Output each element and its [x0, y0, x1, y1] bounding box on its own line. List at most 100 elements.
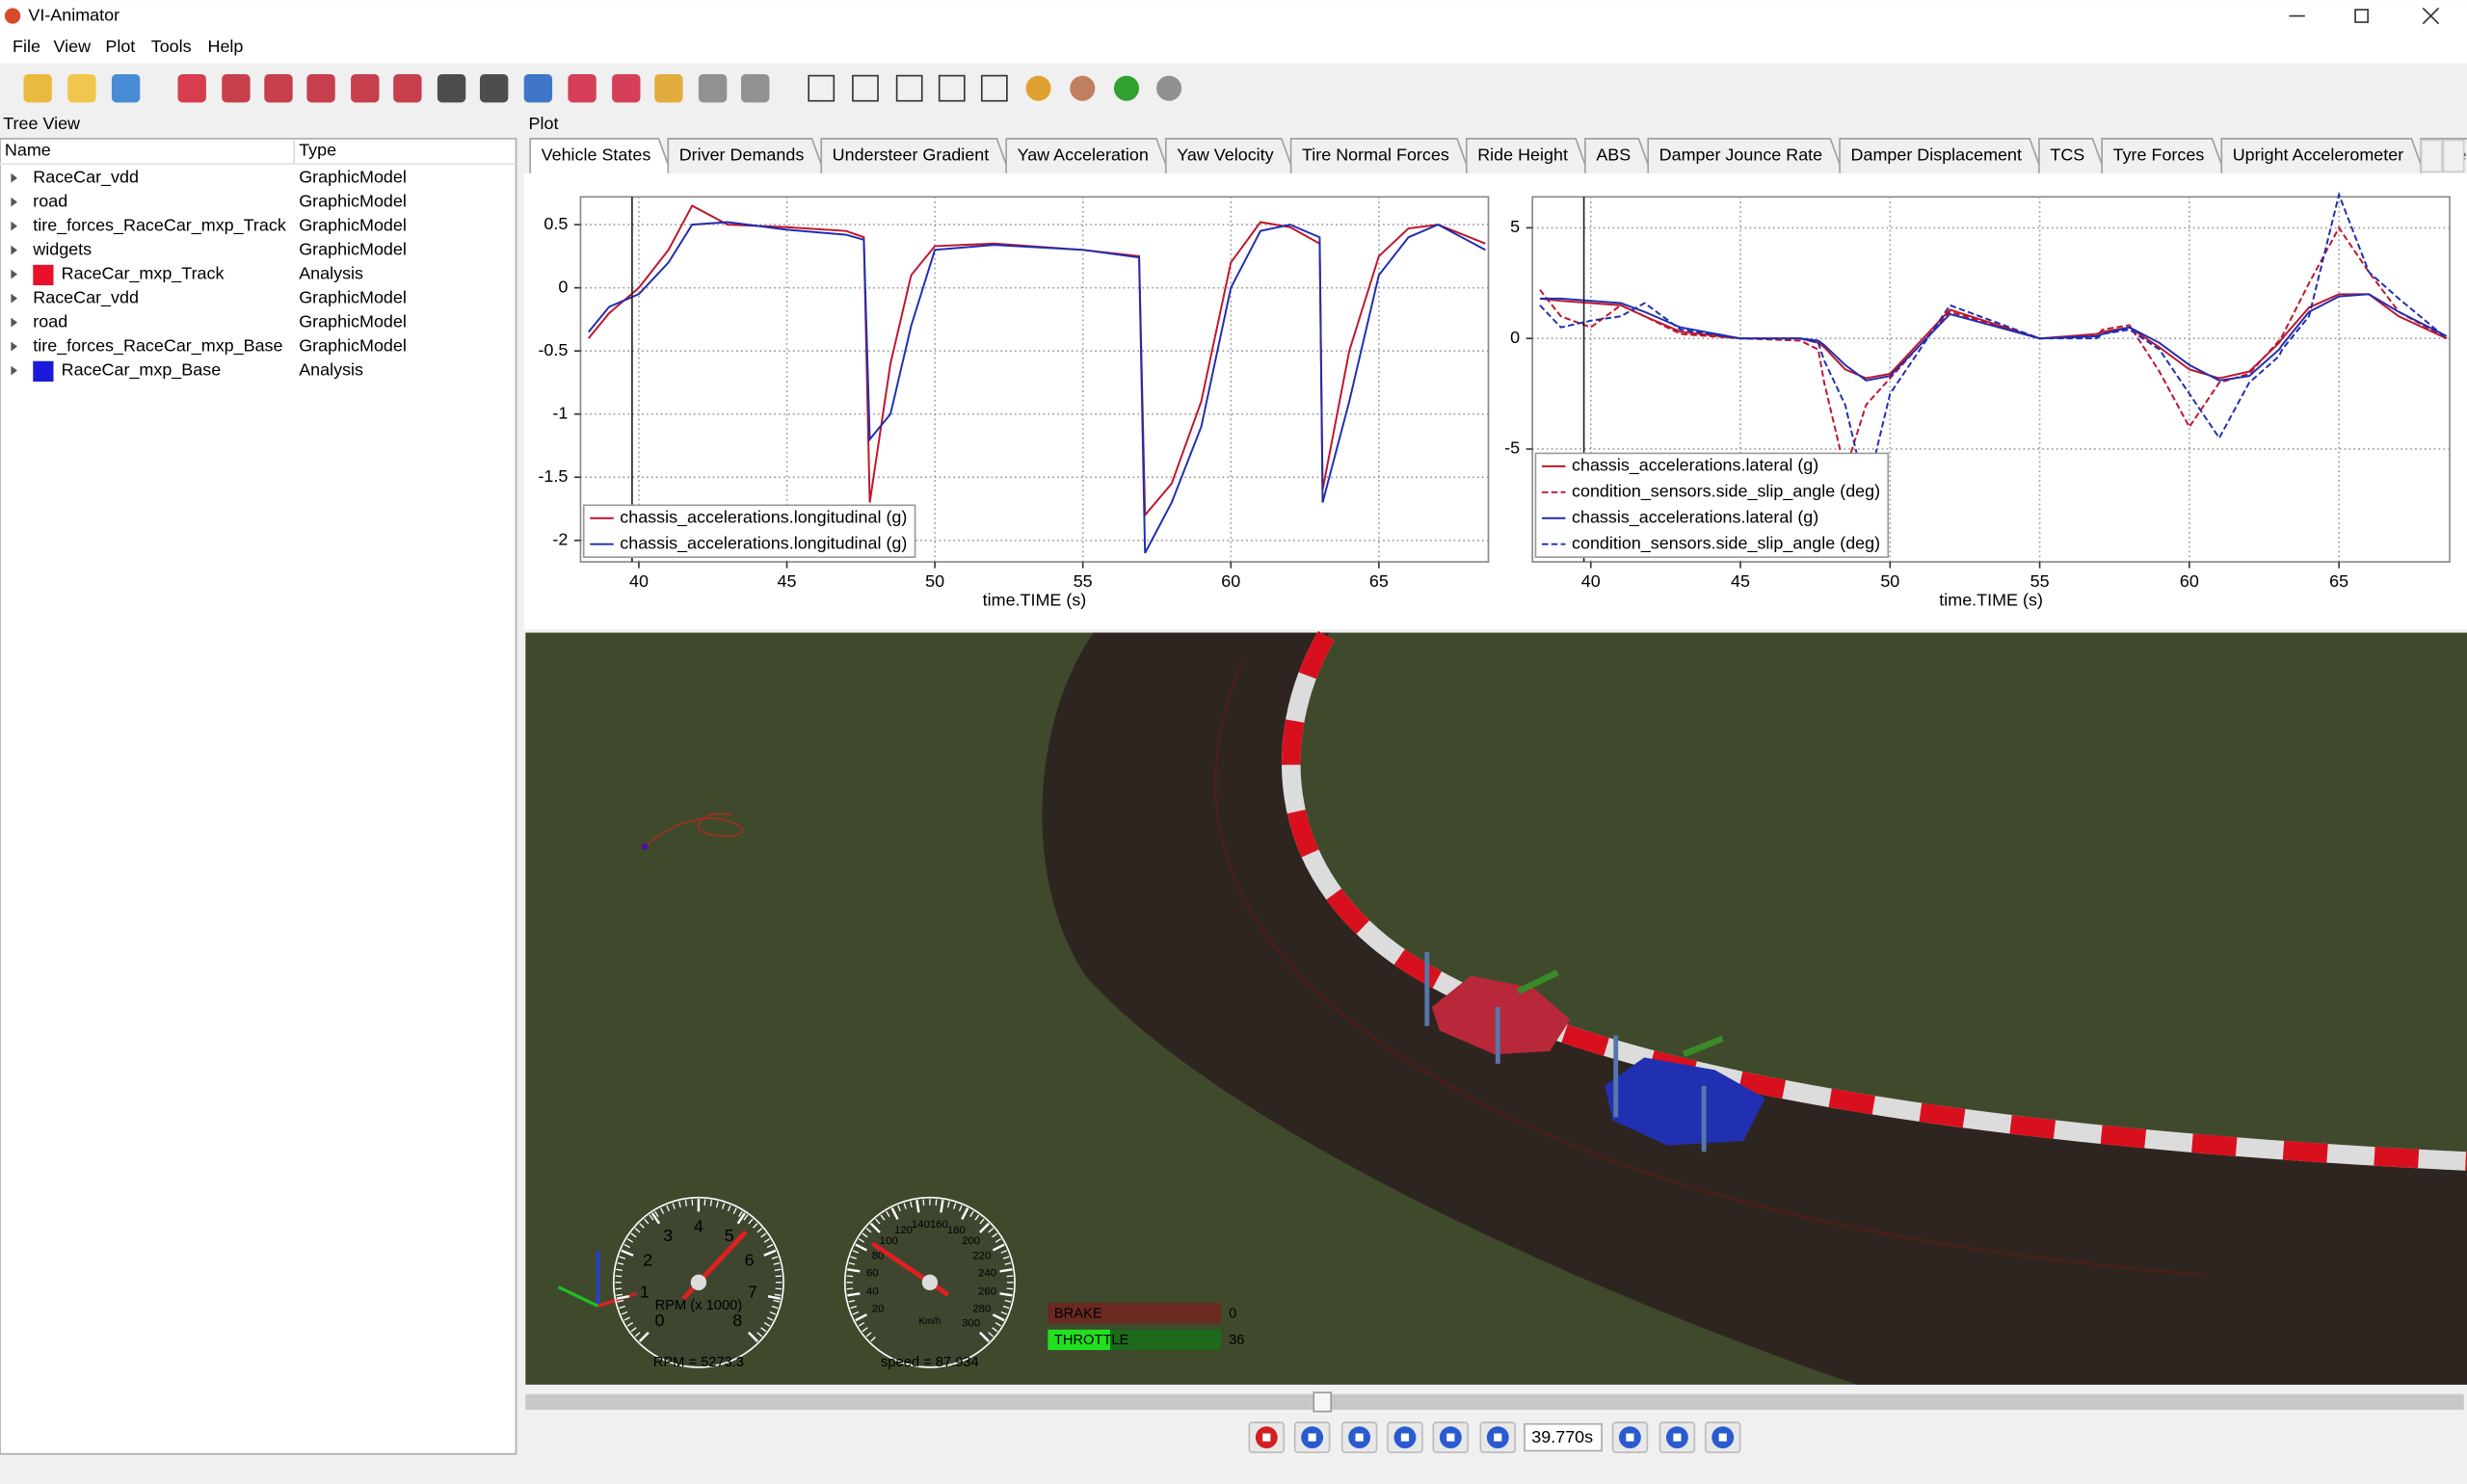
tab-scroll[interactable] — [2420, 139, 2443, 172]
tab[interactable]: TCS — [2038, 138, 2107, 174]
tree-type[interactable]: GraphicModel — [299, 287, 407, 306]
tree-type[interactable]: GraphicModel — [299, 191, 407, 210]
transport-glyph[interactable] — [1262, 1433, 1271, 1442]
expand-arrow[interactable] — [11, 197, 17, 207]
toolbar-button[interactable] — [1025, 75, 1051, 101]
expand-arrow[interactable] — [11, 317, 17, 328]
transport-glyph[interactable] — [1400, 1433, 1410, 1442]
tab-label[interactable]: Damper Jounce Rate — [1659, 146, 1823, 165]
transport-glyph[interactable] — [1673, 1433, 1682, 1442]
toolbar-button[interactable] — [222, 73, 251, 103]
toolbar-button[interactable] — [523, 73, 553, 103]
tab[interactable]: Damper Displacement — [1839, 138, 2043, 174]
toolbar-button[interactable] — [351, 73, 380, 103]
layout-button[interactable] — [980, 74, 1008, 102]
transport-glyph[interactable] — [1446, 1433, 1455, 1442]
tab-label[interactable]: Tire Normal Forces — [1302, 146, 1449, 165]
tab-label[interactable]: Yaw Acceleration — [1018, 146, 1149, 165]
tab[interactable]: Upright Accelerometer — [2220, 138, 2426, 174]
menu-item[interactable]: View — [54, 37, 92, 56]
layout-button[interactable] — [852, 74, 879, 102]
expand-arrow[interactable] — [11, 365, 17, 376]
toolbar-button[interactable] — [23, 73, 52, 103]
tab-label[interactable]: Tyre Forces — [2113, 146, 2205, 165]
tab-label[interactable]: Driver Demands — [679, 146, 805, 165]
tree-type[interactable]: GraphicModel — [299, 215, 407, 234]
tab-label[interactable]: TCS — [2050, 146, 2084, 165]
toolbar-button[interactable] — [177, 73, 206, 103]
tree-name[interactable]: widgets — [32, 239, 92, 258]
tab[interactable]: Driver Demands — [667, 138, 826, 174]
tree-name[interactable]: RaceCar_mxp_Base — [62, 359, 222, 380]
slider-thumb[interactable] — [1313, 1391, 1333, 1413]
expand-arrow[interactable] — [11, 172, 17, 183]
tab-label[interactable]: Vehicle States — [542, 146, 651, 165]
transport-glyph[interactable] — [1355, 1433, 1364, 1442]
tab-label[interactable]: Ride Height — [1477, 146, 1568, 165]
toolbar-button[interactable] — [698, 73, 728, 103]
tree-name[interactable]: RaceCar_mxp_Track — [62, 263, 225, 283]
tab[interactable]: ABS — [1584, 138, 1653, 174]
toolbar-button[interactable] — [612, 73, 641, 103]
toolbar-button[interactable] — [437, 73, 466, 103]
tab[interactable]: Damper Jounce Rate — [1647, 138, 1844, 174]
tab-label[interactable]: Damper Displacement — [1851, 146, 2022, 165]
tab[interactable]: Yaw Acceleration — [1005, 138, 1170, 174]
tab[interactable]: Understeer Gradient — [820, 138, 1011, 174]
tree-name[interactable]: tire_forces_RaceCar_mxp_Base — [33, 335, 282, 356]
toolbar-button[interactable] — [1113, 75, 1140, 101]
tree-type[interactable]: GraphicModel — [299, 311, 407, 331]
menu-item[interactable]: File — [13, 37, 40, 56]
tree-type[interactable]: GraphicModel — [299, 239, 407, 258]
transport-glyph[interactable] — [1718, 1433, 1727, 1442]
tab-label[interactable]: ABS — [1596, 146, 1631, 165]
tab-label[interactable]: Upright Accelerometer — [2233, 146, 2403, 165]
transport-glyph[interactable] — [1494, 1433, 1502, 1442]
layout-button[interactable] — [808, 74, 836, 102]
tree-name[interactable]: RaceCar_vdd — [33, 287, 139, 307]
layout-button[interactable] — [938, 74, 966, 102]
tree-type[interactable]: GraphicModel — [299, 335, 407, 355]
toolbar-button[interactable] — [393, 73, 422, 103]
toolbar-button[interactable] — [264, 73, 293, 103]
tree-type[interactable]: Analysis — [299, 359, 363, 379]
toolbar-button[interactable] — [306, 73, 335, 103]
tab[interactable]: Tire Normal Forces — [1289, 138, 1471, 174]
expand-arrow[interactable] — [11, 269, 17, 279]
tree-type[interactable]: GraphicModel — [299, 167, 407, 186]
expand-arrow[interactable] — [11, 341, 17, 352]
window-controls[interactable] — [2289, 7, 2440, 25]
tab[interactable]: Tyre Forces — [2101, 138, 2226, 174]
tree-name[interactable]: tire_forces_RaceCar_mxp_Track — [33, 215, 286, 235]
menu-item[interactable]: Plot — [105, 37, 135, 56]
transport-glyph[interactable] — [1308, 1433, 1316, 1442]
toolbar-button[interactable] — [67, 73, 96, 103]
menu-item[interactable]: Help — [208, 37, 244, 56]
transport-glyph[interactable] — [1626, 1433, 1634, 1442]
toolbar-button[interactable] — [740, 73, 770, 103]
tab-label[interactable]: Understeer Gradient — [833, 146, 990, 165]
toolbar-button[interactable] — [654, 73, 683, 103]
tree-name[interactable]: road — [33, 191, 67, 210]
toolbar-button[interactable] — [1070, 75, 1096, 101]
expand-arrow[interactable] — [11, 293, 17, 304]
toolbar-button[interactable] — [111, 73, 141, 103]
time-slider[interactable] — [525, 1393, 2464, 1411]
toolbar-button[interactable] — [1156, 75, 1182, 101]
layout-button[interactable] — [895, 74, 923, 102]
tree-name[interactable]: road — [33, 311, 67, 331]
tab-scroll[interactable] — [2442, 139, 2465, 172]
menu-item[interactable]: Tools — [151, 37, 192, 56]
column-header[interactable]: Type — [299, 141, 336, 160]
toolbar-button[interactable] — [568, 73, 597, 103]
column-header[interactable]: Name — [5, 141, 51, 160]
tab[interactable]: Ride Height — [1465, 138, 1589, 174]
tree-type[interactable]: Analysis — [299, 263, 363, 282]
toolbar-button[interactable] — [479, 73, 509, 103]
expand-arrow[interactable] — [11, 245, 17, 255]
time-field[interactable] — [1524, 1422, 1603, 1452]
tree-name[interactable]: RaceCar_vdd — [33, 167, 139, 187]
tab-label[interactable]: Yaw Velocity — [1177, 146, 1273, 165]
tab[interactable]: Vehicle States — [529, 138, 673, 174]
tab[interactable]: Yaw Velocity — [1165, 138, 1295, 174]
